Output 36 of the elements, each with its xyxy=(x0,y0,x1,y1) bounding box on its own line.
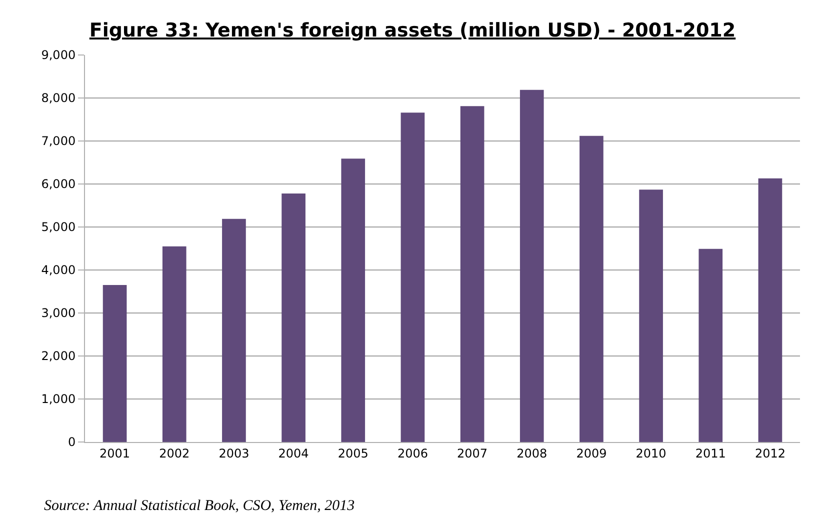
x-tick-label: 2011 xyxy=(695,446,726,460)
bar xyxy=(639,190,663,442)
x-tick-label: 2009 xyxy=(576,446,607,460)
x-tick-label: 2001 xyxy=(100,446,130,460)
bar xyxy=(460,106,484,442)
x-tick-label: 2010 xyxy=(636,446,666,460)
source-note: Source: Annual Statistical Book, CSO, Yemen, 2013 xyxy=(44,498,355,514)
y-tick-label: 3,000 xyxy=(41,306,76,320)
x-tick-label: 2002 xyxy=(159,446,190,460)
bar xyxy=(580,136,604,442)
bar xyxy=(520,90,544,442)
bar xyxy=(400,112,425,442)
y-tick-label: 5,000 xyxy=(41,220,76,234)
x-tick-label: 2005 xyxy=(338,446,368,460)
x-tick-label: 2012 xyxy=(754,446,786,460)
y-tick-label: 4,000 xyxy=(41,263,76,278)
y-tick-label: 7,000 xyxy=(41,134,76,148)
y-tick-label: 8,000 xyxy=(41,91,76,106)
bar xyxy=(282,193,306,442)
y-tick-label: 0 xyxy=(68,435,76,450)
y-tick-label: 1,000 xyxy=(41,392,76,406)
bar xyxy=(341,158,366,442)
bar xyxy=(698,248,723,442)
bar xyxy=(162,246,186,442)
x-tick-label: 2008 xyxy=(516,446,548,460)
chart-title: Figure 33: Yemen's foreign assets (million USD) - 2001-2012 xyxy=(89,20,736,42)
x-tick-label: 2006 xyxy=(397,446,428,460)
x-tick-label: 2004 xyxy=(278,446,309,460)
bar xyxy=(102,285,127,442)
x-tick-label: 2007 xyxy=(457,446,488,460)
y-tick-label: 2,000 xyxy=(41,349,76,364)
bar xyxy=(758,178,782,442)
y-tick-label: 6,000 xyxy=(41,177,76,192)
bar xyxy=(222,218,246,442)
x-tick-label: 2003 xyxy=(218,446,250,460)
y-tick-label: 9,000 xyxy=(41,48,76,62)
